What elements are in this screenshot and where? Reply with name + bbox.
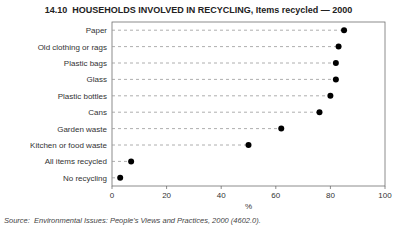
tick-mark (166, 186, 167, 189)
stem (112, 63, 336, 64)
tick-label: 100 (378, 191, 392, 200)
title: 14.10 HOUSEHOLDS INVOLVED IN RECYCLING, … (45, 5, 352, 15)
dot (327, 93, 333, 99)
tick-label: 20 (162, 191, 171, 200)
dot (333, 60, 339, 66)
category-label: Garden waste (57, 125, 107, 134)
stem (112, 128, 281, 129)
tick-mark (275, 186, 276, 189)
tick-label: 80 (326, 191, 335, 200)
tick-label: 0 (110, 191, 115, 200)
stem (112, 30, 344, 31)
dot (336, 44, 342, 50)
dot (128, 158, 134, 164)
category-label: No recycling (63, 174, 107, 183)
tick-mark (385, 186, 386, 189)
dot (278, 126, 284, 132)
tick-label: 40 (217, 191, 226, 200)
dot (341, 27, 347, 33)
marks (112, 27, 347, 181)
dot (246, 142, 252, 148)
category-label: All items recycled (45, 157, 107, 166)
tick-mark (112, 186, 113, 189)
source: Source: Environmental Issues: People's V… (4, 216, 261, 225)
stem (112, 79, 336, 80)
tick-label: 60 (271, 191, 280, 200)
category-label: Cans (88, 108, 107, 117)
dot (316, 109, 322, 115)
x-axis-label: % (245, 202, 252, 211)
category-label: Plastic bags (64, 59, 107, 68)
chart: 14.10 HOUSEHOLDS INVOLVED IN RECYCLING, … (0, 0, 397, 227)
category-label: Old clothing or rags (38, 43, 107, 52)
tick-mark (330, 186, 331, 189)
category-label: Paper (86, 26, 108, 35)
dot (333, 76, 339, 82)
stem (112, 112, 319, 113)
stem (112, 95, 330, 96)
stem (112, 46, 339, 47)
tick-mark (221, 186, 222, 189)
category-label: Kitchen or food waste (30, 141, 107, 150)
stem (112, 145, 249, 146)
category-label: Plastic bottles (58, 92, 107, 101)
plot-frame (112, 22, 385, 186)
dot (117, 175, 123, 181)
category-label: Glass (87, 75, 107, 84)
